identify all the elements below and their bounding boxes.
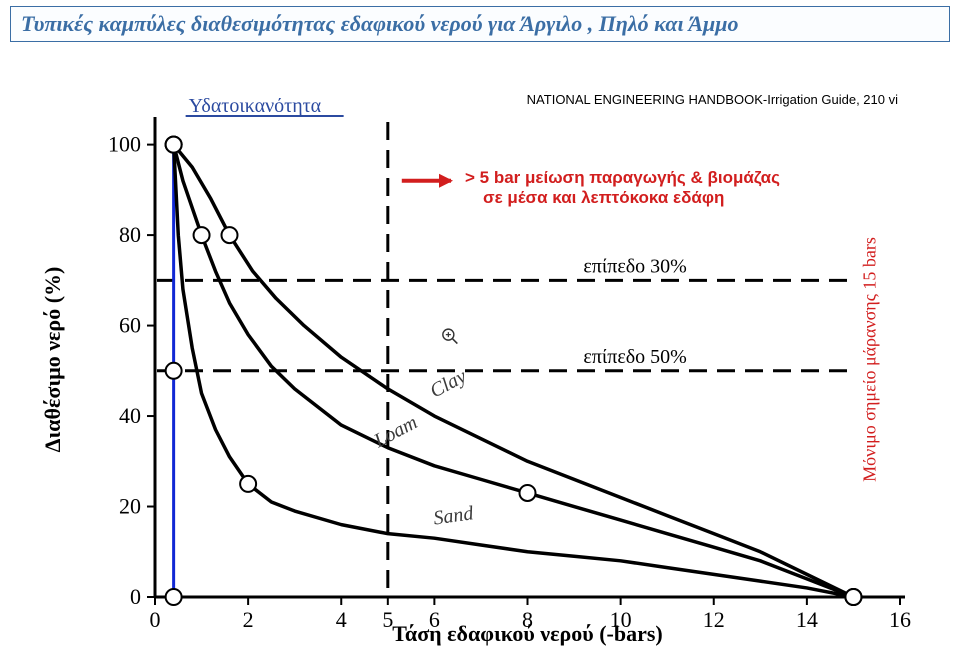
svg-text:80: 80 xyxy=(119,222,141,247)
svg-text:NATIONAL ENGINEERING HANDBOOK-: NATIONAL ENGINEERING HANDBOOK-Irrigation… xyxy=(527,92,898,107)
page-title: Τυπικές καμπύλες διαθεσιμότητας εδαφικού… xyxy=(21,11,739,36)
svg-text:Υδατοικανότητα: Υδατοικανότητα xyxy=(189,95,322,117)
svg-text:0: 0 xyxy=(150,607,161,632)
svg-text:Τάση εδαφικού νερού (-bars): Τάση εδαφικού νερού (-bars) xyxy=(392,621,663,646)
svg-text:40: 40 xyxy=(119,403,141,428)
svg-text:60: 60 xyxy=(119,313,141,338)
soil-water-chart: 02456810121416020406080100Τάση εδαφικού … xyxy=(0,42,960,647)
svg-text:0: 0 xyxy=(130,584,141,609)
svg-text:Μόνιμο σημείο μάρανσης 15 bars: Μόνιμο σημείο μάρανσης 15 bars xyxy=(859,237,879,482)
svg-text:4: 4 xyxy=(336,607,347,632)
svg-text:16: 16 xyxy=(889,607,911,632)
svg-text:2: 2 xyxy=(243,607,254,632)
page-title-bar: Τυπικές καμπύλες διαθεσιμότητας εδαφικού… xyxy=(10,6,950,42)
svg-text:12: 12 xyxy=(703,607,725,632)
svg-text:Διαθέσιμο νερό (%): Διαθέσιμο νερό (%) xyxy=(40,267,65,453)
svg-text:20: 20 xyxy=(119,494,141,519)
svg-text:14: 14 xyxy=(796,607,818,632)
svg-text:> 5 bar μείωση παραγωγής & βι: > 5 bar μείωση παραγωγής & βιομάζας xyxy=(465,168,780,187)
svg-text:επίπεδο 50%: επίπεδο 50% xyxy=(583,346,686,368)
svg-text:επίπεδο 30%: επίπεδο 30% xyxy=(583,255,686,277)
svg-text:100: 100 xyxy=(108,132,141,157)
chart-container: 02456810121416020406080100Τάση εδαφικού … xyxy=(0,42,960,662)
svg-text:σε μέσα και λεπτόκοκα εδάφη: σε μέσα και λεπτόκοκα εδάφη xyxy=(483,188,724,207)
